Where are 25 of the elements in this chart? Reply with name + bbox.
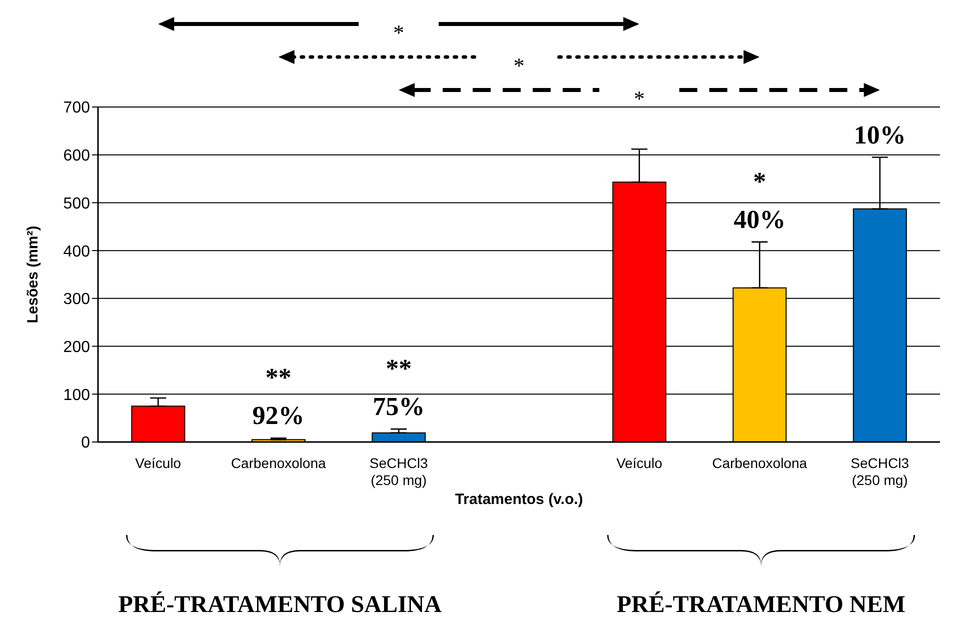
y-tick-label: 700 (63, 100, 90, 117)
text: * (514, 53, 524, 78)
x-axis-title: Tratamentos (v.o.) (454, 491, 584, 508)
y-tick-label: 300 (63, 291, 90, 308)
x-tick-label: Veículo (135, 455, 182, 471)
x-tick-label: SeCHCl3 (250 mg) (850, 455, 910, 488)
annotation: * (634, 86, 645, 111)
x-tick-label: Veículo (616, 455, 662, 471)
y-tick-label: 600 (63, 148, 90, 165)
x-tick-label: Carbenoxolona (230, 455, 326, 471)
annotation: * 40% (734, 166, 786, 234)
y-tick-label: 200 (63, 338, 90, 356)
annotation: 10% (854, 120, 906, 150)
text: PRÉ-TRATAMENTO NEM (616, 591, 906, 618)
y-tick-label: 0 (81, 434, 90, 452)
annotation: ** 75% (372, 354, 425, 422)
y-tick-label: 500 (63, 195, 90, 212)
y-tick-label: 100 (63, 386, 90, 404)
annotation: ** 92% (252, 363, 304, 430)
x-tick-label: SeCHCl3 (250 mg) (370, 455, 428, 488)
text: PRÉ-TRATAMENTO SALINA (118, 591, 442, 618)
text: * (393, 20, 404, 45)
y-axis-title: Lesões (mm²) (24, 226, 42, 324)
y-tick-label: 400 (63, 243, 90, 260)
x-tick-label: Carbenoxolona (712, 455, 808, 471)
